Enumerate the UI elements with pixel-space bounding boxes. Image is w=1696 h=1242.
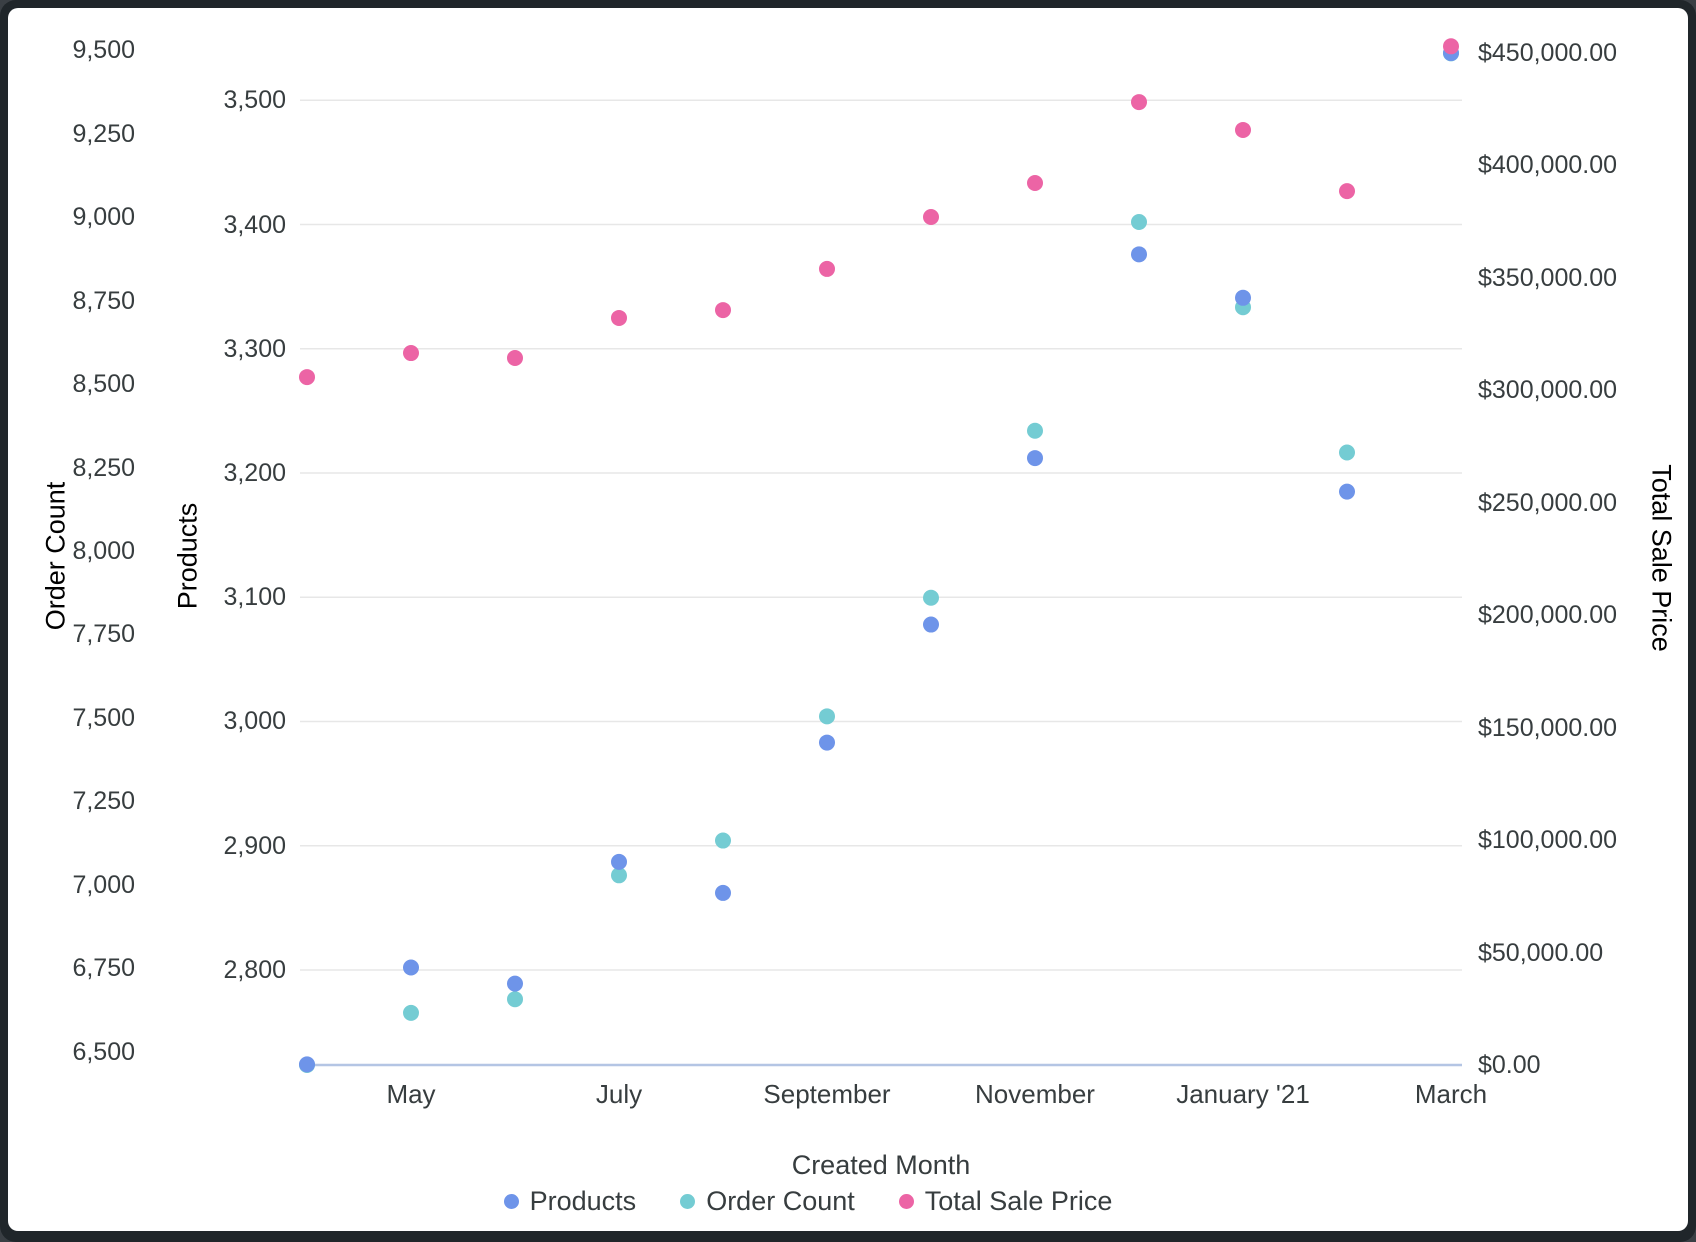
legend-item-order-count[interactable]: Order Count (680, 1186, 855, 1217)
axis-tick-label: 8,000 (72, 536, 135, 565)
x-axis-title: Created Month (791, 1150, 971, 1180)
legend-label: Total Sale Price (924, 1186, 1113, 1216)
axis-tick-label: $300,000.00 (1478, 376, 1618, 405)
data-point[interactable] (1339, 483, 1355, 500)
data-point[interactable] (923, 616, 939, 633)
data-point[interactable] (715, 884, 731, 901)
data-point[interactable] (507, 349, 523, 366)
data-point[interactable] (819, 260, 835, 277)
axis-tick-label: 3,100 (223, 583, 286, 612)
data-point[interactable] (299, 369, 315, 386)
axis-tick-label: 7,500 (72, 703, 135, 732)
data-point[interactable] (507, 991, 523, 1008)
axis-tick-label: $150,000.00 (1478, 713, 1618, 742)
axis-tick-label: 6,750 (72, 954, 135, 983)
axis-tick-label: $250,000.00 (1478, 488, 1618, 517)
x-axis-tick-label: May (386, 1079, 436, 1109)
data-point[interactable] (819, 708, 835, 725)
axis-tick-label: 8,250 (72, 453, 135, 482)
data-point[interactable] (715, 302, 731, 319)
axis-tick-label: 3,400 (223, 210, 286, 239)
axis-tick-label: 9,250 (72, 119, 135, 148)
scatter-plot[interactable] (8, 8, 1688, 1231)
axis-tick-label: 6,500 (72, 1037, 135, 1066)
data-point[interactable] (611, 309, 627, 326)
axis-tick-label: 7,250 (72, 787, 135, 816)
data-point[interactable] (1235, 121, 1251, 138)
axis-tick-label: 7,750 (72, 620, 135, 649)
data-point[interactable] (819, 734, 835, 751)
data-point[interactable] (923, 589, 939, 606)
data-point[interactable] (611, 867, 627, 884)
data-point[interactable] (403, 345, 419, 362)
data-point[interactable] (1131, 246, 1147, 263)
price-axis-title: Total Sale Price (1646, 464, 1677, 652)
legend-label: Products (529, 1186, 637, 1216)
data-point[interactable] (507, 975, 523, 992)
legend-marker-icon (898, 1194, 914, 1209)
chart-legend: Products Order Count Total Sale Price (8, 1186, 1648, 1217)
axis-tick-label: 9,000 (72, 203, 135, 231)
axis-tick-label: $400,000.00 (1478, 151, 1618, 180)
axis-tick-label: $100,000.00 (1478, 826, 1618, 855)
products-axis-title: Products (172, 502, 203, 610)
legend-label: Order Count (706, 1186, 855, 1216)
axis-tick-label: $200,000.00 (1478, 601, 1618, 630)
order-count-axis-title: Order Count (40, 481, 71, 631)
axis-tick-label: 2,800 (223, 955, 286, 984)
data-point[interactable] (1443, 38, 1459, 55)
x-axis-tick-label: July (595, 1079, 643, 1109)
axis-tick-label: 7,000 (72, 870, 135, 899)
axis-tick-label: $350,000.00 (1478, 263, 1618, 292)
data-point[interactable] (715, 832, 731, 849)
axis-tick-label: 8,750 (72, 286, 135, 315)
data-point[interactable] (1027, 422, 1043, 439)
axis-tick-label: $50,000.00 (1478, 938, 1604, 967)
axis-tick-label: 3,300 (223, 334, 286, 363)
legend-item-products[interactable]: Products (503, 1186, 637, 1217)
x-axis-tick-label: November (975, 1079, 1095, 1109)
data-point[interactable] (1235, 289, 1251, 306)
axis-tick-label: $0.00 (1478, 1051, 1541, 1079)
x-axis-tick-label: March (1414, 1079, 1488, 1109)
x-axis-tick-label: September (763, 1079, 891, 1109)
axis-tick-label: 3,500 (223, 86, 286, 115)
data-point[interactable] (403, 959, 419, 976)
legend-item-total-sale-price[interactable]: Total Sale Price (898, 1186, 1113, 1217)
axis-tick-label: 3,200 (223, 458, 286, 487)
chart-canvas: 6,500 6,750 7,000 7,250 7,500 7,750 8,000 8,250… (8, 8, 1688, 1231)
axis-tick-label: 9,500 (72, 36, 135, 65)
data-point[interactable] (1027, 450, 1043, 467)
x-axis-tick-label: January '21 (1176, 1079, 1310, 1109)
axis-tick-label: 8,500 (72, 370, 135, 398)
data-point[interactable] (1131, 214, 1147, 231)
data-point[interactable] (1339, 183, 1355, 200)
data-point[interactable] (611, 853, 627, 870)
data-point[interactable] (923, 208, 939, 225)
data-point[interactable] (1027, 175, 1043, 192)
data-point[interactable] (403, 1004, 419, 1021)
axis-tick-label: 3,000 (223, 707, 286, 736)
data-point[interactable] (299, 1056, 315, 1073)
data-point[interactable] (1131, 94, 1147, 111)
data-point[interactable] (1339, 444, 1355, 461)
axis-tick-label: $450,000.00 (1478, 39, 1618, 68)
axis-tick-label: 2,900 (223, 831, 286, 860)
legend-marker-icon (503, 1194, 519, 1209)
legend-marker-icon (680, 1194, 696, 1209)
